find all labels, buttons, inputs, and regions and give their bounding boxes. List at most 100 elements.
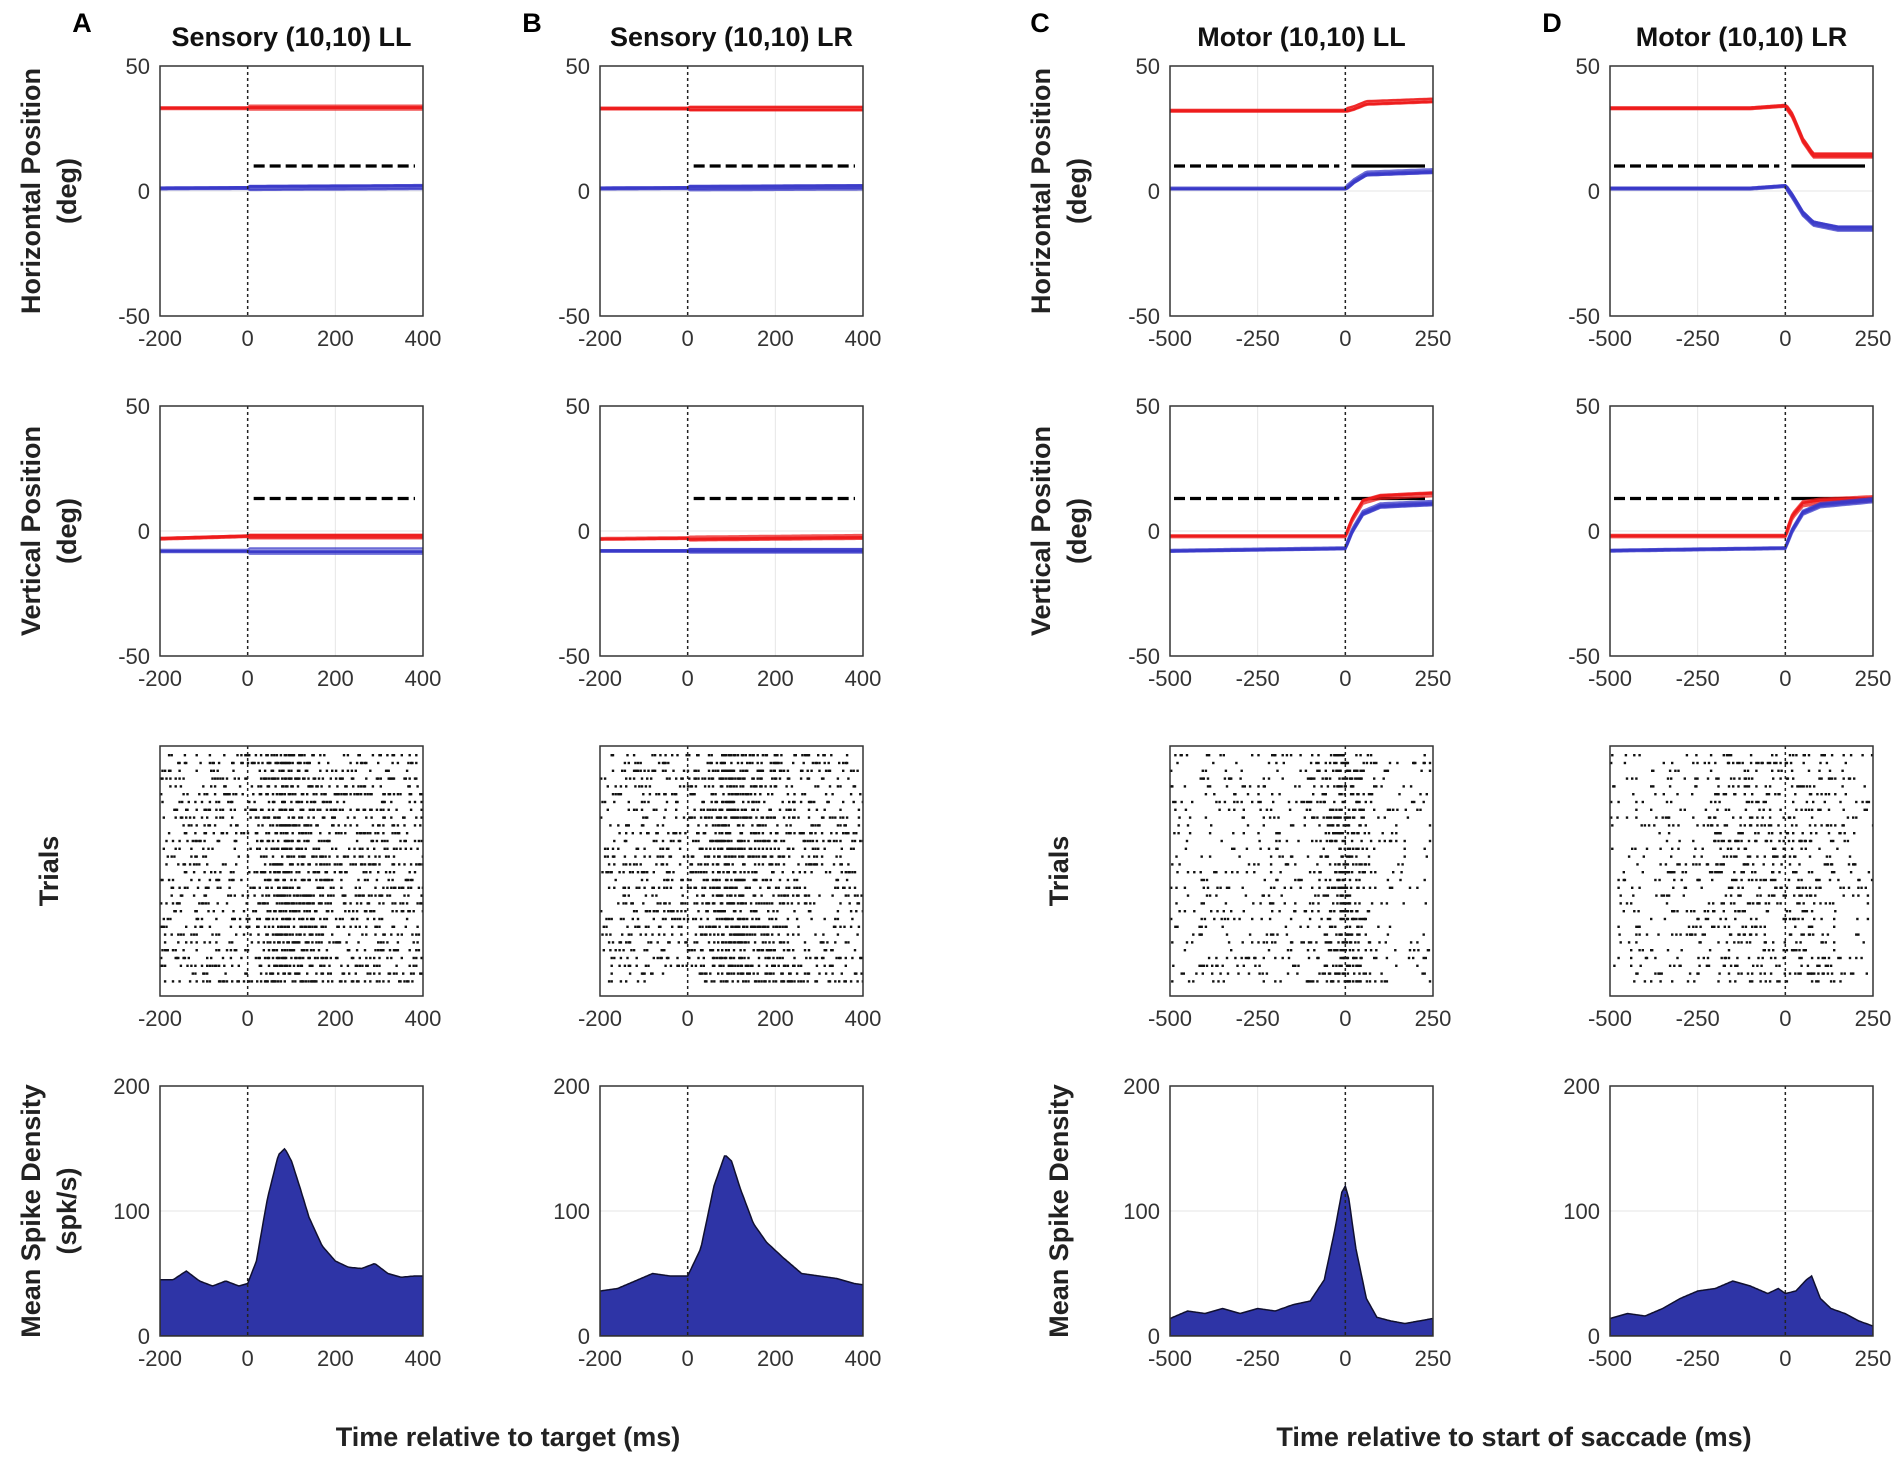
spike-tick	[1306, 949, 1310, 952]
spike-tick	[278, 886, 281, 889]
spike-tick	[706, 863, 709, 866]
spike-tick	[648, 855, 652, 858]
spike-tick	[344, 785, 347, 788]
spike-tick	[382, 949, 385, 952]
spike-tick	[312, 917, 315, 921]
spike-tick	[317, 777, 321, 780]
spike-tick	[656, 902, 659, 905]
spike-tick	[1336, 769, 1339, 772]
spike-tick	[1745, 785, 1749, 788]
spike-tick	[334, 956, 338, 960]
spike-tick	[807, 777, 811, 780]
spike-tick	[801, 832, 804, 835]
spike-tick	[1336, 894, 1339, 897]
spike-tick	[1676, 910, 1679, 913]
spike-tick	[788, 980, 791, 983]
spike-tick	[711, 777, 715, 780]
spike-tick	[772, 941, 775, 944]
spike-tick	[772, 816, 775, 819]
spike-tick	[636, 769, 640, 772]
spike-tick	[1312, 980, 1315, 983]
spike-tick	[261, 839, 264, 843]
spike-tick	[744, 902, 747, 905]
spike-tick	[194, 800, 197, 804]
spike-tick	[1774, 855, 1777, 858]
spike-tick	[1276, 933, 1279, 936]
trace-blue	[1170, 169, 1433, 190]
spike-tick	[1857, 886, 1860, 889]
spike-tick	[756, 839, 759, 843]
spike-tick	[798, 832, 801, 835]
spike-tick	[178, 886, 181, 889]
spike-tick	[668, 902, 671, 905]
spike-tick	[1341, 832, 1344, 835]
spike-tick	[820, 863, 824, 866]
spike-tick	[792, 761, 795, 765]
spike-tick	[1221, 964, 1224, 967]
spike-tick	[1326, 894, 1330, 897]
spike-tick	[1200, 917, 1203, 921]
spike-tick	[334, 793, 338, 796]
spike-tick	[200, 902, 204, 905]
spike-tick	[761, 863, 765, 866]
spike-tick	[357, 808, 360, 811]
spike-tick	[277, 933, 280, 936]
spike-tick	[1814, 894, 1817, 897]
spike-tick	[1754, 871, 1757, 874]
spike-tick	[1833, 871, 1836, 874]
spike-tick	[1826, 824, 1830, 827]
spike-tick	[724, 917, 728, 921]
spike-tick	[682, 917, 686, 921]
spike-tick	[711, 878, 715, 882]
spike-tick	[179, 894, 183, 897]
spike-tick	[346, 769, 350, 772]
spike-tick	[1704, 917, 1708, 921]
plot-area	[1610, 754, 1873, 983]
spike-tick	[756, 808, 759, 811]
spike-tick	[229, 925, 233, 928]
spike-tick	[774, 754, 778, 757]
spike-tick	[694, 769, 698, 772]
spike-tick	[312, 777, 315, 780]
spike-tick	[1828, 902, 1832, 905]
spike-tick	[267, 800, 271, 804]
spike-tick	[271, 933, 275, 936]
spike-tick	[331, 878, 334, 882]
spike-tick	[795, 886, 799, 889]
spike-tick	[1759, 894, 1762, 897]
x-tick-label: -500	[1148, 1006, 1192, 1031]
spike-tick	[663, 816, 666, 819]
spike-tick	[309, 964, 313, 967]
spike-tick	[1288, 808, 1292, 811]
spike-tick	[1313, 777, 1316, 780]
spike-tick	[838, 980, 841, 983]
spike-tick	[1231, 847, 1234, 850]
x-tick-label: -200	[578, 666, 622, 691]
spike-tick	[738, 894, 741, 897]
spike-tick	[751, 824, 754, 827]
spike-tick	[319, 902, 322, 905]
spike-tick	[844, 894, 847, 897]
spike-tick	[767, 816, 770, 819]
spike-tick	[693, 777, 696, 780]
spike-tick	[753, 832, 757, 835]
spike-tick	[231, 816, 234, 819]
spike-tick	[678, 785, 682, 788]
spike-tick	[1251, 800, 1254, 804]
spike-tick	[1707, 902, 1711, 905]
spike-tick	[857, 816, 861, 819]
spike-tick	[1402, 902, 1405, 905]
spike-tick	[319, 886, 322, 889]
spike-tick	[1346, 956, 1350, 960]
spike-tick	[807, 800, 811, 804]
spike-tick	[390, 933, 393, 936]
spike-tick	[215, 917, 218, 921]
spike-tick	[1238, 855, 1241, 858]
spike-tick	[1803, 910, 1806, 913]
spike-tick	[1171, 941, 1174, 944]
spike-tick	[665, 878, 669, 882]
spike-tick	[1786, 832, 1790, 835]
spike-tick	[263, 925, 267, 928]
spike-tick	[1728, 839, 1732, 843]
